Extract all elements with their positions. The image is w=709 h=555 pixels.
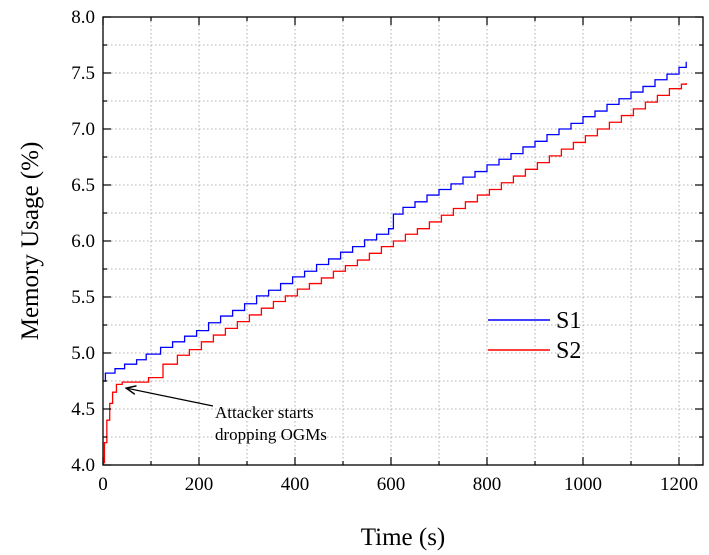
x-tick-label: 400 xyxy=(281,474,310,495)
y-tick-label: 7.0 xyxy=(71,119,95,140)
y-tick-label: 6.0 xyxy=(71,231,95,252)
x-tick-label: 800 xyxy=(473,474,502,495)
x-tick-label: 1200 xyxy=(660,474,698,495)
y-tick-label: 7.5 xyxy=(71,63,95,84)
y-tick-label: 8.0 xyxy=(71,7,95,28)
x-tick-label: 0 xyxy=(98,474,108,495)
y-tick-label: 4.0 xyxy=(71,455,95,476)
y-tick-label: 4.5 xyxy=(71,399,95,420)
grid xyxy=(103,17,703,465)
y-tick-label: 6.5 xyxy=(71,175,95,196)
axis-ticks xyxy=(102,16,703,466)
annotation-text-line: dropping OGMs xyxy=(215,425,327,444)
annotation-arrow xyxy=(126,388,214,407)
x-tick-label: 200 xyxy=(185,474,214,495)
y-tick-label: 5.5 xyxy=(71,287,95,308)
annotation-attacker: Attacker starts dropping OGMs xyxy=(126,388,327,444)
legend-label-s2: S2 xyxy=(556,338,581,364)
legend-label-s1: S1 xyxy=(556,308,581,334)
series-line-s2 xyxy=(103,83,687,464)
y-axis-title: Memory Usage (%) xyxy=(17,142,44,341)
tick-labels: 0 200 400 600 800 1000 1200 4.0 4.5 5.0 5.5 6.0 6.5 7… xyxy=(71,7,698,495)
x-tick-label: 1000 xyxy=(564,474,602,495)
x-axis-title: Time (s) xyxy=(361,524,446,551)
series-line-s1 xyxy=(103,61,687,382)
series-lines xyxy=(103,61,687,464)
y-tick-label: 5.0 xyxy=(71,343,95,364)
annotation-text-line: Attacker starts xyxy=(215,403,314,422)
x-tick-label: 600 xyxy=(377,474,406,495)
